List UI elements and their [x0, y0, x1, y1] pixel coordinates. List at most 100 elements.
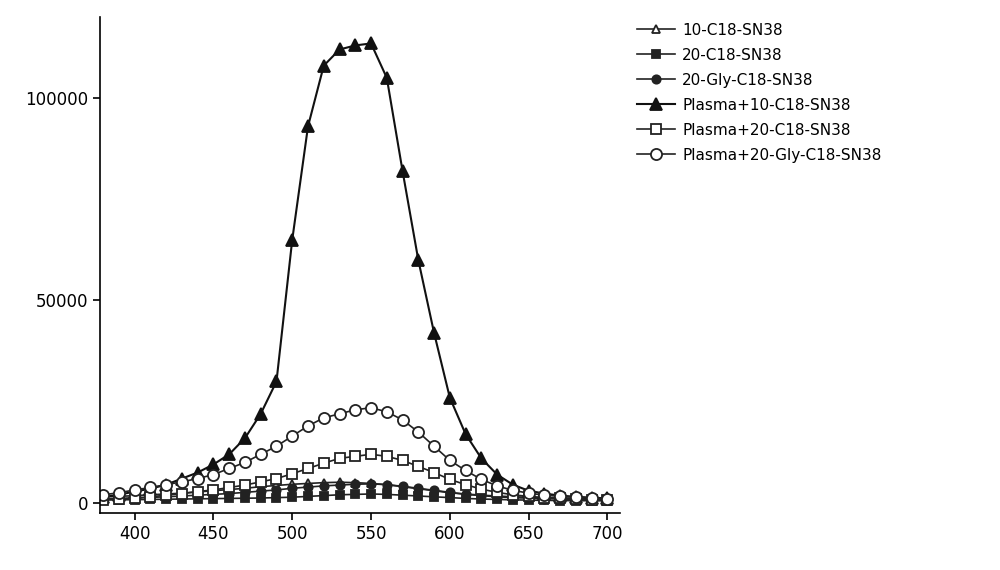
Plasma+10-C18-SN38	[255, 410, 267, 417]
20-C18-SN38	[334, 491, 346, 498]
Plasma+20-C18-SN38	[444, 476, 456, 483]
Plasma+20-Gly-C18-SN38	[334, 410, 346, 417]
Plasma+20-C18-SN38	[601, 496, 613, 503]
Plasma+20-C18-SN38	[349, 453, 361, 460]
20-Gly-C18-SN38	[460, 491, 472, 498]
Plasma+20-C18-SN38	[570, 495, 582, 502]
Plasma+20-Gly-C18-SN38	[491, 482, 503, 489]
20-Gly-C18-SN38	[144, 494, 156, 501]
10-C18-SN38	[113, 493, 125, 500]
Plasma+20-C18-SN38	[397, 457, 409, 464]
10-C18-SN38	[192, 488, 204, 495]
20-C18-SN38	[144, 496, 156, 503]
Plasma+10-C18-SN38	[428, 329, 440, 336]
20-C18-SN38	[349, 491, 361, 498]
10-C18-SN38	[444, 489, 456, 496]
Plasma+20-Gly-C18-SN38	[381, 408, 393, 415]
20-C18-SN38	[302, 493, 314, 500]
20-Gly-C18-SN38	[586, 496, 598, 503]
Plasma+20-C18-SN38	[491, 489, 503, 496]
Plasma+20-C18-SN38	[475, 486, 487, 492]
Plasma+20-Gly-C18-SN38	[460, 467, 472, 474]
Plasma+20-Gly-C18-SN38	[554, 493, 566, 500]
Plasma+20-Gly-C18-SN38	[113, 489, 125, 496]
Plasma+10-C18-SN38	[349, 42, 361, 49]
Plasma+10-C18-SN38	[160, 481, 172, 488]
Plasma+20-Gly-C18-SN38	[255, 451, 267, 458]
Plasma+10-C18-SN38	[397, 168, 409, 174]
20-C18-SN38	[601, 498, 613, 504]
Plasma+10-C18-SN38	[381, 75, 393, 82]
10-C18-SN38	[223, 486, 235, 493]
Plasma+20-Gly-C18-SN38	[192, 475, 204, 482]
20-Gly-C18-SN38	[507, 494, 519, 501]
Plasma+10-C18-SN38	[460, 431, 472, 438]
Plasma+20-Gly-C18-SN38	[601, 495, 613, 502]
20-Gly-C18-SN38	[523, 495, 535, 502]
Plasma+20-C18-SN38	[255, 478, 267, 485]
Plasma+20-C18-SN38	[160, 492, 172, 499]
Plasma+20-Gly-C18-SN38	[444, 457, 456, 464]
10-C18-SN38	[397, 483, 409, 490]
20-Gly-C18-SN38	[397, 483, 409, 490]
Plasma+20-Gly-C18-SN38	[523, 490, 535, 496]
20-C18-SN38	[460, 495, 472, 502]
20-C18-SN38	[412, 492, 424, 499]
20-C18-SN38	[491, 496, 503, 503]
Plasma+10-C18-SN38	[286, 237, 298, 243]
20-C18-SN38	[318, 492, 330, 499]
20-Gly-C18-SN38	[538, 495, 550, 502]
20-Gly-C18-SN38	[113, 495, 125, 502]
Plasma+20-Gly-C18-SN38	[97, 491, 109, 498]
20-C18-SN38	[570, 497, 582, 504]
10-C18-SN38	[160, 491, 172, 498]
10-C18-SN38	[601, 496, 613, 503]
Plasma+20-C18-SN38	[176, 490, 188, 497]
20-C18-SN38	[270, 494, 282, 501]
10-C18-SN38	[286, 481, 298, 488]
Plasma+20-C18-SN38	[113, 495, 125, 502]
Plasma+20-C18-SN38	[365, 451, 377, 458]
20-Gly-C18-SN38	[491, 494, 503, 500]
10-C18-SN38	[365, 480, 377, 487]
20-Gly-C18-SN38	[412, 485, 424, 492]
Legend: 10-C18-SN38, 20-C18-SN38, 20-Gly-C18-SN38, Plasma+10-C18-SN38, Plasma+20-C18-SN3: 10-C18-SN38, 20-C18-SN38, 20-Gly-C18-SN3…	[630, 17, 888, 169]
20-C18-SN38	[255, 495, 267, 502]
Plasma+20-Gly-C18-SN38	[302, 422, 314, 429]
20-Gly-C18-SN38	[97, 495, 109, 502]
Plasma+20-C18-SN38	[144, 494, 156, 500]
Plasma+20-C18-SN38	[460, 481, 472, 488]
Line: Plasma+10-C18-SN38: Plasma+10-C18-SN38	[98, 38, 613, 504]
Line: 20-Gly-C18-SN38: 20-Gly-C18-SN38	[99, 480, 612, 504]
20-C18-SN38	[428, 494, 440, 500]
20-Gly-C18-SN38	[192, 492, 204, 499]
Plasma+20-C18-SN38	[523, 493, 535, 500]
Line: Plasma+20-C18-SN38: Plasma+20-C18-SN38	[98, 449, 612, 505]
Plasma+20-Gly-C18-SN38	[270, 443, 282, 450]
Plasma+20-C18-SN38	[223, 484, 235, 491]
10-C18-SN38	[318, 479, 330, 486]
Plasma+20-C18-SN38	[192, 488, 204, 495]
20-C18-SN38	[444, 494, 456, 501]
Plasma+20-C18-SN38	[318, 460, 330, 467]
Plasma+10-C18-SN38	[523, 487, 535, 494]
20-Gly-C18-SN38	[381, 481, 393, 488]
Plasma+20-Gly-C18-SN38	[397, 417, 409, 424]
20-C18-SN38	[113, 496, 125, 503]
Plasma+10-C18-SN38	[223, 451, 235, 458]
10-C18-SN38	[176, 490, 188, 496]
10-C18-SN38	[239, 485, 251, 492]
10-C18-SN38	[507, 494, 519, 500]
Line: 10-C18-SN38: 10-C18-SN38	[99, 478, 612, 503]
10-C18-SN38	[334, 479, 346, 486]
Plasma+20-Gly-C18-SN38	[207, 471, 219, 478]
20-C18-SN38	[507, 496, 519, 503]
Plasma+20-C18-SN38	[428, 469, 440, 476]
10-C18-SN38	[538, 494, 550, 501]
Plasma+10-C18-SN38	[444, 394, 456, 401]
Plasma+20-Gly-C18-SN38	[570, 494, 582, 500]
20-C18-SN38	[286, 494, 298, 500]
Plasma+20-Gly-C18-SN38	[318, 414, 330, 421]
Plasma+20-Gly-C18-SN38	[349, 406, 361, 413]
20-C18-SN38	[475, 495, 487, 502]
